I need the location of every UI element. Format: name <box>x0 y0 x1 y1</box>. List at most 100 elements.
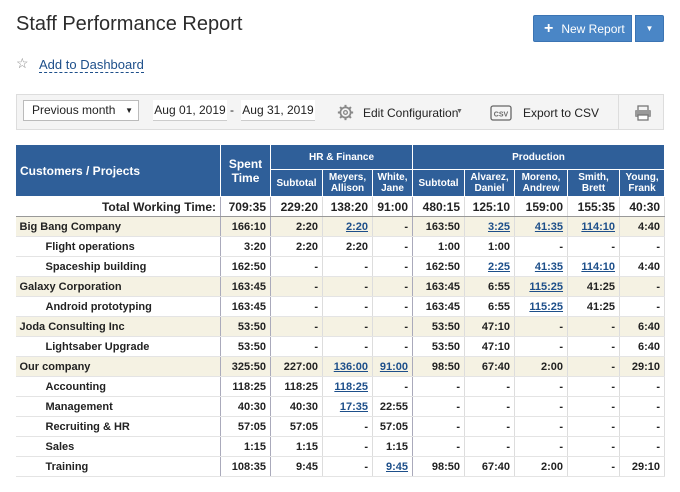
new-report-button[interactable]: + New Report <box>533 15 632 42</box>
header-employee: Smith, Brett <box>567 169 621 197</box>
time-cell: 9:45 <box>372 456 414 477</box>
time-cell: 163:50 <box>412 216 466 237</box>
time-cell: - <box>270 336 323 357</box>
time-cell: 57:05 <box>220 416 271 437</box>
time-cell: 6:40 <box>619 336 666 357</box>
time-cell: 118:25 <box>220 376 271 397</box>
time-link[interactable]: 17:35 <box>339 400 368 413</box>
time-link[interactable]: 115:25 <box>529 300 564 313</box>
time-cell: - <box>372 376 414 397</box>
header-spent-time[interactable]: Spent Time <box>220 144 271 197</box>
time-cell: 53:50 <box>220 316 271 337</box>
time-cell: 98:50 <box>412 356 466 377</box>
time-cell: 40:30 <box>270 396 323 417</box>
new-report-dropdown-button[interactable]: ▼ <box>635 15 664 42</box>
project-name: Accounting <box>15 376 221 397</box>
time-cell: 6:55 <box>464 276 516 297</box>
total-cell: 40:30 <box>619 196 666 217</box>
time-cell: - <box>464 436 516 457</box>
time-cell: 2:20 <box>270 216 323 237</box>
time-link[interactable]: 91:00 <box>379 360 409 373</box>
time-link[interactable]: 114:10 <box>581 260 616 273</box>
time-cell: - <box>270 296 323 317</box>
new-report-label: New Report <box>561 21 625 36</box>
header-customers-projects[interactable]: Customers / Projects <box>15 144 221 197</box>
time-cell: - <box>619 396 666 417</box>
time-link[interactable]: 3:25 <box>487 220 511 233</box>
date-separator: - <box>230 103 234 117</box>
time-cell: 163:45 <box>412 296 466 317</box>
time-cell: 2:20 <box>322 216 373 237</box>
time-cell: - <box>372 336 414 357</box>
chevron-down-icon[interactable]: ▼ <box>456 108 463 115</box>
time-cell: 118:25 <box>322 376 373 397</box>
project-row: Accounting 118:25 118:25 118:25- - - - - - <box>15 376 666 397</box>
customer-name: Joda Consulting Inc <box>15 316 221 337</box>
time-cell: - <box>464 416 516 437</box>
star-icon[interactable]: ☆ <box>16 55 29 71</box>
toolbar-divider <box>618 95 619 129</box>
print-icon[interactable] <box>634 105 652 121</box>
date-from-input[interactable]: Aug 01, 2019 <box>153 100 227 121</box>
time-cell: - <box>322 296 373 317</box>
project-name: Recruiting & HR <box>15 416 221 437</box>
time-cell: - <box>322 416 373 437</box>
time-cell: 41:25 <box>567 276 621 297</box>
time-link[interactable]: 2:25 <box>487 260 511 273</box>
time-cell: - <box>567 316 621 337</box>
time-link[interactable]: 118:25 <box>334 380 368 393</box>
time-link[interactable]: 2:20 <box>345 220 368 233</box>
time-cell: - <box>567 456 621 477</box>
time-link[interactable]: 41:35 <box>534 260 564 273</box>
time-cell: 108:35 <box>220 456 271 477</box>
gear-icon[interactable] <box>337 104 354 121</box>
date-to-input[interactable]: Aug 31, 2019 <box>241 100 315 121</box>
time-cell: 163:45 <box>412 276 466 297</box>
header-group-hr-finance: HR & Finance <box>269 144 414 170</box>
time-cell: - <box>567 356 621 377</box>
time-cell: - <box>322 316 373 337</box>
project-name: Android prototyping <box>15 296 221 317</box>
time-cell: - <box>514 336 569 357</box>
time-cell: - <box>322 256 373 277</box>
project-row: Recruiting & HR 57:05 57:05-57:05- - - - - <box>15 416 666 437</box>
time-cell: - <box>372 236 414 257</box>
time-cell: 1:00 <box>412 236 466 257</box>
time-link[interactable]: 41:35 <box>534 220 564 233</box>
time-cell: 22:55 <box>372 396 414 417</box>
time-link[interactable]: 9:45 <box>385 460 409 473</box>
project-row: Training 108:35 9:45-9:45 98:50 67:40 2:00-29… <box>15 456 666 477</box>
time-cell: 4:40 <box>619 216 666 237</box>
chevron-down-icon: ▼ <box>645 24 654 33</box>
total-cell: 480:15 <box>412 196 466 217</box>
time-cell: 115:25 <box>514 296 569 317</box>
edit-configuration-button[interactable]: Edit Configuration <box>363 106 459 120</box>
time-cell: 227:00 <box>270 356 323 377</box>
time-cell: 6:40 <box>619 316 666 337</box>
svg-text:CSV: CSV <box>494 112 509 119</box>
time-cell: 2:00 <box>514 356 569 377</box>
time-cell: - <box>514 436 569 457</box>
time-link[interactable]: 114:10 <box>581 220 616 233</box>
csv-file-icon[interactable]: CSV <box>490 105 512 121</box>
export-csv-button[interactable]: Export to CSV <box>523 106 600 120</box>
header-employee: White, Jane <box>371 169 414 197</box>
time-cell: - <box>619 376 666 397</box>
time-cell: 41:25 <box>567 296 621 317</box>
time-link[interactable]: 115:25 <box>529 280 564 293</box>
period-select[interactable]: Previous month ▼ <box>23 100 139 121</box>
time-link[interactable]: 136:00 <box>333 360 368 373</box>
total-cell: 159:00 <box>514 196 569 217</box>
time-cell: - <box>372 316 414 337</box>
customer-row: Joda Consulting Inc 53:50- - -53:50 47:10- -6… <box>15 316 666 337</box>
customer-name: Galaxy Corporation <box>15 276 221 297</box>
time-cell: 325:50 <box>220 356 271 377</box>
period-select-value: Previous month <box>32 103 116 117</box>
performance-table: Customers / Projects Spent Time HR & Fin… <box>15 144 666 477</box>
time-cell: - <box>322 456 373 477</box>
add-to-dashboard-link[interactable]: Add to Dashboard <box>39 57 144 73</box>
time-cell: 57:05 <box>270 416 323 437</box>
time-cell: 1:00 <box>464 236 516 257</box>
header-hr-subtotal: Subtotal <box>270 169 323 197</box>
time-cell: - <box>514 376 569 397</box>
